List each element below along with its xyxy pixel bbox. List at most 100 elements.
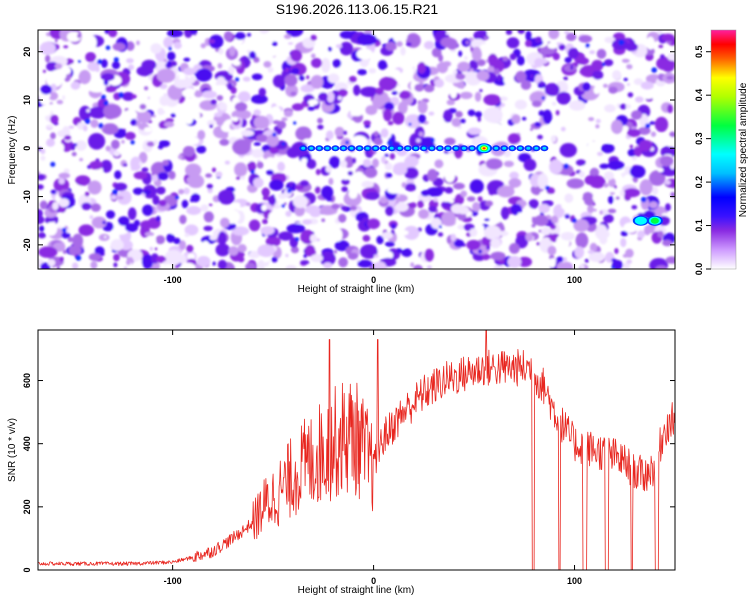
heatmap-cell xyxy=(438,54,444,62)
heatmap-cell xyxy=(307,99,319,106)
heatmap-cell xyxy=(406,202,417,208)
heatmap-cell xyxy=(405,42,412,47)
heatmap-cell xyxy=(136,40,140,46)
heatmap-cell xyxy=(387,140,393,146)
heatmap-cell xyxy=(476,59,486,67)
heatmap-cell xyxy=(77,60,81,64)
heatmap-cell xyxy=(375,87,384,96)
heatmap-cell xyxy=(136,65,154,77)
heatmap-cell xyxy=(539,46,556,55)
heatmap-cell xyxy=(310,254,324,263)
heatmap-cell xyxy=(231,226,250,236)
heatmap-cell xyxy=(50,83,57,93)
heatmap-cell xyxy=(104,85,117,93)
heatmap-cell xyxy=(103,100,109,106)
heatmap-cell xyxy=(566,178,585,189)
heatmap-cell xyxy=(483,94,501,106)
heatmap-cell xyxy=(165,118,174,123)
heatmap-cell xyxy=(312,225,323,234)
heatmap-cell xyxy=(321,58,331,73)
heatmap-cell xyxy=(139,103,147,110)
heatmap-cell xyxy=(124,131,136,140)
heatmap-cell xyxy=(357,33,377,46)
heatmap-cell xyxy=(206,183,213,189)
heatmap-cell xyxy=(323,262,333,269)
heatmap-cell xyxy=(507,133,521,145)
heatmap-cell xyxy=(232,116,239,122)
heatmap-cell xyxy=(362,234,371,242)
heatmap-cell xyxy=(591,59,604,72)
heatmap-cell xyxy=(444,137,456,146)
heatmap-cell xyxy=(618,39,625,46)
heatmap-cell xyxy=(40,155,46,161)
heatmap-cell xyxy=(84,191,90,197)
heatmap-cell xyxy=(404,183,417,192)
heatmap-cell xyxy=(66,256,75,266)
heatmap-cell xyxy=(88,133,106,150)
heatmap-cell xyxy=(164,121,175,128)
heatmap-cell xyxy=(53,142,65,153)
heatmap-cell xyxy=(250,94,268,104)
colorbar-tick-label: 0.5 xyxy=(694,45,704,58)
heatmap-cell xyxy=(631,156,637,161)
heatmap-cell xyxy=(629,144,634,149)
heatmap-cell xyxy=(570,64,574,71)
heatmap-cell xyxy=(210,99,217,105)
heatmap-cell xyxy=(209,124,214,128)
heatmap-cell xyxy=(72,233,84,248)
heatmap-cell xyxy=(584,258,589,263)
heatmap-cell xyxy=(399,243,406,249)
heatmap-cell xyxy=(235,77,240,82)
heatmap-cell xyxy=(102,220,106,225)
heatmap-cell xyxy=(197,255,211,267)
heatmap-cell xyxy=(158,199,167,207)
heatmap-cell xyxy=(383,108,393,122)
heatmap-cell xyxy=(141,254,154,269)
heatmap-cell xyxy=(616,103,621,109)
heatmap-cell xyxy=(264,261,269,267)
heatmap-cell xyxy=(599,163,610,169)
heatmap-cell xyxy=(346,118,352,125)
heatmap-cell xyxy=(423,41,435,50)
heatmap-cell xyxy=(89,215,94,220)
heatmap-cell xyxy=(244,139,252,149)
heatmap-cell xyxy=(547,245,557,256)
heatmap-cell xyxy=(268,195,277,206)
heatmap-peak-core xyxy=(518,146,523,150)
heatmap-cell xyxy=(648,252,651,255)
heatmap-peak-core xyxy=(437,146,442,150)
heatmap-cell xyxy=(63,45,69,49)
heatmap-cell xyxy=(71,262,79,269)
heatmap-cell xyxy=(318,92,328,102)
heatmap-cell xyxy=(155,215,161,222)
heatmap-cell xyxy=(226,173,231,177)
heatmap-cell xyxy=(649,201,658,209)
heatmap-cell xyxy=(415,138,421,143)
heatmap-cell xyxy=(534,122,542,127)
heatmap-cell xyxy=(625,104,631,109)
heatmap-cell xyxy=(75,175,91,186)
heatmap-cell xyxy=(349,205,358,211)
heatmap-cell xyxy=(657,167,664,173)
heatmap-cell xyxy=(272,132,277,137)
heatmap-cell xyxy=(373,254,379,258)
heatmap-cell xyxy=(179,214,187,225)
heatmap-cell xyxy=(287,188,292,194)
heatmap-cell xyxy=(166,60,172,68)
heatmap-cell xyxy=(95,65,100,73)
heatmap-cell xyxy=(236,176,241,180)
heatmap-cell xyxy=(259,30,270,34)
heatmap-cell xyxy=(247,33,251,37)
heatmap-cell xyxy=(38,184,44,190)
heatmap-cell xyxy=(156,186,166,195)
heatmap-cell xyxy=(620,237,627,248)
heatmap-cell xyxy=(503,72,517,87)
heatmap-cell xyxy=(599,233,608,245)
heatmap-cell xyxy=(215,243,230,257)
heatmap-cell xyxy=(488,53,498,66)
heatmap-cell xyxy=(310,75,324,89)
heatmap-cell xyxy=(644,225,651,236)
heatmap-cell xyxy=(603,183,609,188)
heatmap-cell xyxy=(268,47,278,57)
heatmap-cell xyxy=(360,244,378,259)
